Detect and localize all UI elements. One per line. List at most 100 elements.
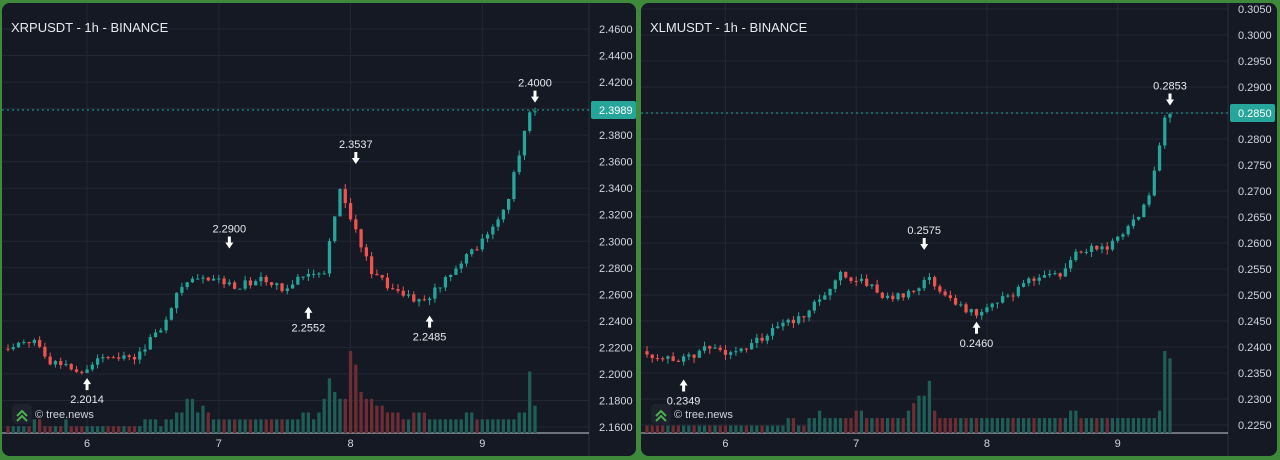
candle[interactable] — [185, 281, 189, 290]
candle[interactable] — [964, 302, 968, 314]
candle[interactable] — [232, 280, 237, 290]
candle[interactable] — [396, 284, 400, 294]
candle[interactable] — [148, 334, 152, 351]
candle[interactable] — [222, 275, 226, 289]
candle[interactable] — [1021, 280, 1026, 288]
candle[interactable] — [1016, 284, 1020, 298]
candle[interactable] — [781, 319, 785, 331]
candle[interactable] — [723, 344, 728, 360]
candle[interactable] — [933, 275, 937, 290]
candle[interactable] — [37, 336, 42, 349]
candle[interactable] — [859, 274, 864, 284]
candle[interactable] — [655, 354, 660, 362]
candle[interactable] — [1001, 291, 1005, 304]
candle[interactable] — [817, 294, 822, 306]
candle[interactable] — [449, 274, 453, 282]
candle[interactable] — [528, 110, 532, 134]
candle[interactable] — [1048, 270, 1052, 278]
candle[interactable] — [512, 170, 516, 202]
candle[interactable] — [327, 238, 332, 277]
candle[interactable] — [854, 276, 858, 287]
candle[interactable] — [760, 333, 764, 344]
candle[interactable] — [896, 292, 900, 302]
candle[interactable] — [175, 292, 179, 314]
candle[interactable] — [122, 351, 126, 361]
candle[interactable] — [85, 365, 89, 374]
candle[interactable] — [74, 365, 79, 373]
candle[interactable] — [501, 209, 506, 223]
candle[interactable] — [95, 354, 100, 369]
candle[interactable] — [190, 276, 195, 283]
candle[interactable] — [749, 338, 754, 350]
candle[interactable] — [980, 308, 984, 320]
candle[interactable] — [275, 282, 279, 290]
candle[interactable] — [765, 333, 769, 345]
candle[interactable] — [734, 346, 738, 356]
candle[interactable] — [990, 302, 994, 311]
xrpusdt-chart[interactable]: 2.4600 2.4400 2.4200 2.4000 2.3800 2.3600 2.34… — [2, 3, 636, 456]
candle[interactable] — [891, 292, 895, 302]
candle[interactable] — [713, 344, 717, 349]
candle[interactable] — [671, 352, 675, 362]
candle[interactable] — [650, 354, 654, 363]
candle[interactable] — [1042, 270, 1047, 278]
candle[interactable] — [906, 289, 911, 300]
candle[interactable] — [454, 265, 458, 276]
candle[interactable] — [53, 359, 58, 368]
candle[interactable] — [969, 308, 973, 316]
candle[interactable] — [849, 276, 853, 284]
candle[interactable] — [296, 273, 300, 286]
candle[interactable] — [1126, 224, 1130, 237]
candle[interactable] — [338, 188, 342, 217]
candle[interactable] — [43, 342, 47, 359]
candle[interactable] — [285, 284, 289, 295]
candle[interactable] — [1147, 192, 1151, 208]
candle[interactable] — [1168, 112, 1172, 123]
candle[interactable] — [885, 292, 890, 300]
candle[interactable] — [443, 275, 448, 291]
candle[interactable] — [1074, 248, 1078, 262]
candle[interactable] — [791, 316, 796, 329]
candle[interactable] — [290, 280, 295, 289]
candle[interactable] — [870, 283, 874, 290]
candle[interactable] — [995, 302, 1000, 309]
candle[interactable] — [802, 315, 806, 323]
candle[interactable] — [974, 308, 979, 319]
candle[interactable] — [491, 224, 495, 240]
candle[interactable] — [412, 291, 416, 303]
candle[interactable] — [348, 198, 353, 222]
candle[interactable] — [59, 357, 63, 369]
candle[interactable] — [953, 294, 958, 306]
candle[interactable] — [875, 279, 879, 294]
candle[interactable] — [153, 329, 158, 338]
candle[interactable] — [517, 150, 521, 175]
candle[interactable] — [697, 349, 701, 358]
candle[interactable] — [6, 344, 10, 352]
candle[interactable] — [985, 303, 989, 314]
candle[interactable] — [48, 352, 52, 366]
candle[interactable] — [1053, 270, 1057, 276]
candle[interactable] — [959, 301, 963, 308]
candle[interactable] — [739, 347, 743, 353]
candle[interactable] — [1079, 250, 1083, 254]
candle[interactable] — [812, 299, 816, 314]
candle[interactable] — [828, 288, 832, 301]
candle[interactable] — [833, 279, 837, 293]
candle[interactable] — [922, 276, 926, 292]
candle[interactable] — [729, 350, 733, 360]
candle[interactable] — [1136, 216, 1141, 221]
candle[interactable] — [111, 355, 116, 359]
candle[interactable] — [385, 272, 390, 291]
candle[interactable] — [533, 107, 537, 116]
candle[interactable] — [359, 228, 363, 253]
candle[interactable] — [676, 359, 681, 363]
candle[interactable] — [196, 273, 200, 280]
candle[interactable] — [101, 354, 105, 363]
candle[interactable] — [206, 276, 210, 282]
candle[interactable] — [138, 347, 142, 364]
candle[interactable] — [880, 291, 884, 300]
candle[interactable] — [127, 354, 131, 361]
candle[interactable] — [1006, 293, 1010, 298]
candle[interactable] — [238, 288, 242, 290]
candle[interactable] — [427, 296, 432, 305]
